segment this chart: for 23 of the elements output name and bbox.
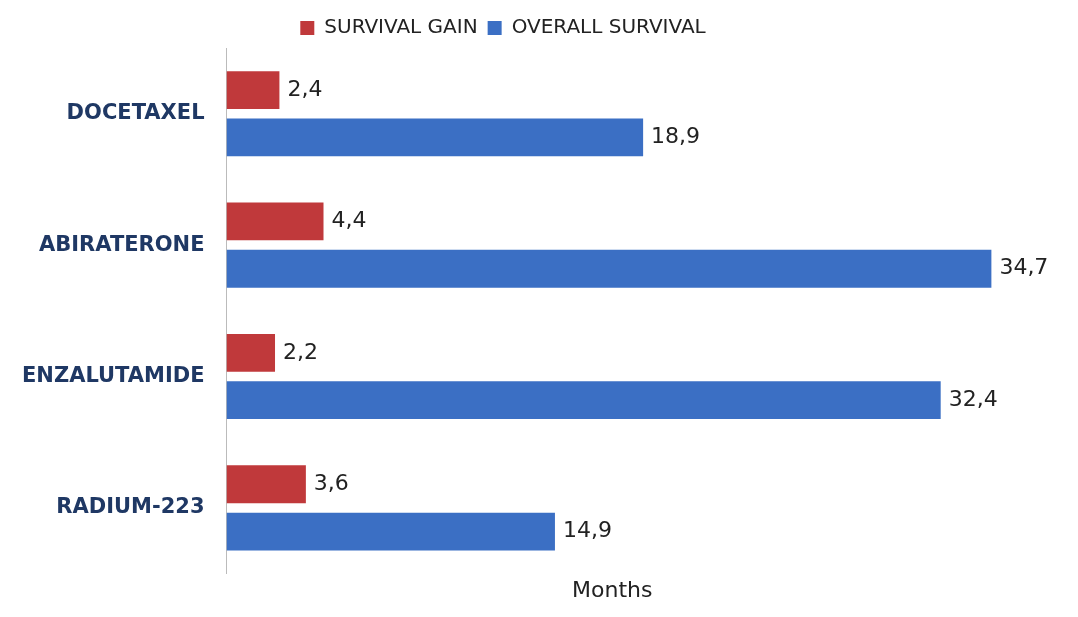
data-label: 34,7 [999,254,1049,280]
bar [226,249,992,288]
legend-label: OVERALL SURVIVAL [511,14,707,39]
x-axis-title: Months [572,576,653,602]
bar [226,71,280,109]
data-label: 32,4 [948,385,998,411]
y-tick-label: ABIRATERONE [39,231,205,256]
bar [226,381,941,420]
bar [226,465,306,504]
data-label: 2,4 [287,75,323,101]
bar [226,512,555,551]
bar [226,202,324,241]
bar [226,118,644,157]
y-tick-label: ENZALUTAMIDE [21,362,205,387]
data-label: 18,9 [651,123,701,149]
bar [226,333,276,372]
data-label: 2,2 [283,338,319,364]
data-label: 4,4 [331,207,367,233]
y-tick-label: RADIUM-223 [56,494,205,519]
y-tick-label: DOCETAXEL [66,100,205,125]
legend-label: SURVIVAL GAIN [324,14,478,39]
data-label: 3,6 [313,469,349,495]
data-label: 14,9 [562,517,612,543]
